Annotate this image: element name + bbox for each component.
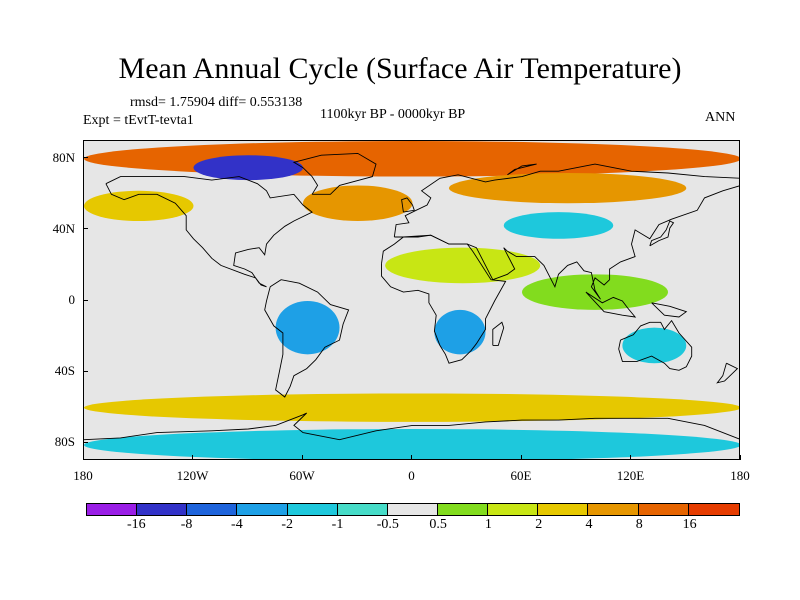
coastline-eurasia [393,163,739,300]
colorbar-label: 16 [682,517,697,532]
region-antarctica [84,429,739,459]
x-tick-label: 60W [289,468,315,483]
colorbar-box [437,504,489,515]
colorbar [86,503,740,516]
coastline-svalbard-novaya [507,163,537,176]
colorbar-box [237,504,288,515]
y-tick-mark [83,370,88,372]
coastline-greenland [292,152,377,195]
colorbar-box [688,504,739,515]
colorbar-label: 2 [535,517,543,532]
region-australia [622,327,687,364]
x-tick-label: 0 [408,468,415,483]
colorbar-box [287,504,338,515]
colorbar-box [538,504,589,515]
map-title: Mean Annual Cycle (Surface Air Temperatu… [118,52,682,85]
coastline-antarctica [84,412,739,441]
region-southern-africa [434,309,486,355]
y-tick-label: 80N [52,149,75,165]
coastline-madagascar [492,321,505,346]
y-tick-mark [83,228,88,230]
region-arctic-ocean-n-siberia [84,141,739,177]
colorbar-box [137,504,188,515]
coastline-north-america [105,176,313,288]
colorbar-label: 4 [585,517,593,532]
coastline-british-isles [401,197,415,213]
colorbar-label: -4 [231,517,243,532]
colorbar-box [588,504,639,515]
region-central-asia [503,212,614,239]
colorbar-label: 1 [484,517,492,532]
colorbar-label: 0.5 [429,517,447,532]
x-tick-label: 120W [176,468,209,483]
y-tick-mark [83,299,88,301]
coastline-africa [381,234,507,364]
stats-label: rmsd= 1.75904 diff= 0.553138 [130,95,303,110]
y-tick-mark [83,157,88,159]
colorbar-label: -8 [180,517,193,532]
colorbar-label: 8 [635,517,643,532]
colorbar-box [337,504,388,515]
colorbar-box [87,504,138,515]
region-sahara-arabia [385,247,541,284]
x-tick-mark [192,455,193,460]
y-tick-label: 0 [68,292,76,307]
y-tick-mark [83,441,88,443]
coastline-south-america [264,279,350,398]
colorbar-label: -1 [331,517,344,532]
region-northern-eurasia [449,173,687,204]
y-tick-label: 40S [54,363,75,379]
x-tick-label: 180 [73,468,93,483]
region-southern-ocean-belt [84,393,739,422]
x-tick-mark [411,455,412,460]
x-tick-mark [739,455,741,460]
region-north-atlantic [303,185,413,221]
colorbar-box [488,504,539,515]
x-tick-label: 120E [616,468,645,483]
coastline-new-guinea [651,302,688,318]
coastline-australia [618,319,693,371]
temperature-difference-map [84,141,739,459]
experiment-label: Expt = tEvtT-tevta1 [83,113,194,128]
colorbar-label: -0.5 [376,517,399,532]
x-tick-mark [82,455,84,460]
x-tick-mark [520,455,522,460]
coastline-japan [649,220,675,247]
colorbar-label: -2 [281,517,294,532]
x-tick-mark [630,455,631,460]
x-tick-label: 60E [510,468,532,483]
period-label: 1100kyr BP - 0000kyr BP [320,107,466,122]
season-label: ANN [705,110,736,125]
region-south-america [275,301,340,355]
y-tick-label: 80S [54,434,75,450]
x-tick-label: 180 [730,468,750,483]
y-tick-label: 40N [52,220,75,236]
x-tick-mark [301,455,303,460]
colorbar-box [187,504,238,515]
region-canadian-archipelago [193,155,303,181]
coastline-new-zealand [716,362,739,384]
colorbar-box [387,504,438,515]
map-plot-area [83,140,740,460]
coastline-indonesia [585,291,637,318]
colorbar-label: -16 [126,517,146,532]
colorbar-box [638,504,689,515]
